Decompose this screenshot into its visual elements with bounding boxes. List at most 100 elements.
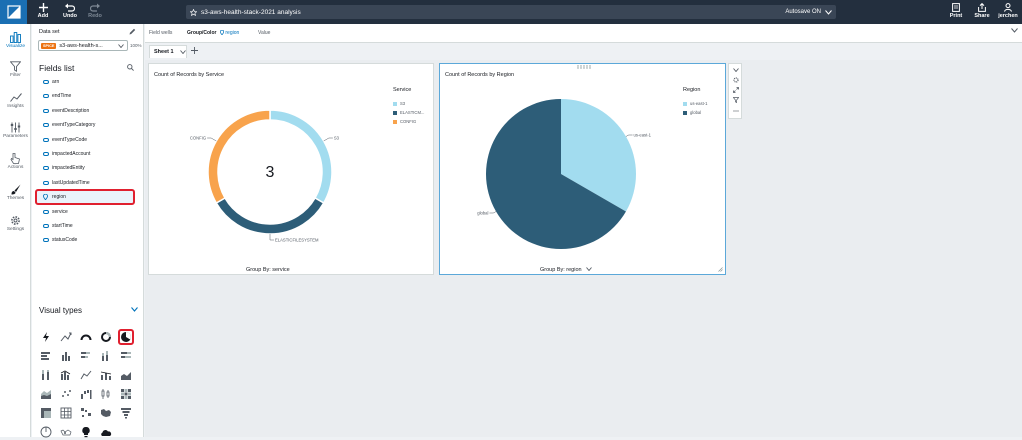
- field-item-statuscode[interactable]: statusCode: [43, 235, 133, 245]
- filter-visual-button[interactable]: [732, 96, 740, 104]
- add-sheet-button[interactable]: [191, 47, 198, 54]
- collapse-visual-button[interactable]: [732, 66, 740, 74]
- visual-type-histogram[interactable]: [38, 424, 54, 440]
- redo-button[interactable]: Redo: [83, 2, 107, 22]
- slice-label: S3: [334, 136, 340, 141]
- expand-field-wells-button[interactable]: [1011, 28, 1018, 33]
- field-wells-label[interactable]: Field wells: [149, 30, 173, 36]
- visual-more-options-button[interactable]: [732, 107, 740, 115]
- visual-type-gauge[interactable]: [78, 329, 94, 345]
- field-item-impactedentity[interactable]: impactedEntity: [43, 163, 133, 173]
- drag-handle-icon[interactable]: [577, 65, 591, 69]
- visual-type-clustered-combo[interactable]: [58, 367, 74, 383]
- visual-type-insight[interactable]: [78, 424, 94, 440]
- visual-type-kpi[interactable]: [58, 329, 74, 345]
- visual-type-horizontal-bar[interactable]: [38, 348, 54, 364]
- visual-records-by-service[interactable]: Count of Records by Service S3 ELASTICFIL…: [148, 63, 434, 275]
- rail-item-label: Parameters: [3, 134, 28, 139]
- visual-type-line[interactable]: [78, 367, 94, 383]
- slice-label-leader: [269, 234, 274, 241]
- pie-slice-us-east-1[interactable]: [561, 99, 636, 212]
- field-item-eventdescription[interactable]: eventDescription: [43, 106, 133, 116]
- field-item-lastupdatedtime[interactable]: lastUpdatedTime: [43, 178, 133, 188]
- pie-slice-global[interactable]: [486, 99, 626, 249]
- chevron-down-icon[interactable]: [179, 50, 186, 54]
- visual-type-pie[interactable]: [118, 329, 134, 345]
- visual-type-scatter[interactable]: [58, 386, 74, 402]
- star-icon[interactable]: [190, 8, 197, 16]
- visual-type-pivot-table[interactable]: [38, 405, 54, 421]
- visual-menu: [728, 63, 742, 119]
- visual-type-heat-map[interactable]: [118, 386, 134, 402]
- slice-label-leader: [323, 137, 333, 142]
- donut-slice-elasticfilesystem[interactable]: [215, 196, 325, 235]
- value-well-label[interactable]: Value: [258, 30, 271, 36]
- visual-type-donut[interactable]: [98, 329, 114, 345]
- rail-item-visualize[interactable]: Visualize: [0, 30, 31, 60]
- autosave-toggle[interactable]: Autosave ON: [785, 5, 832, 19]
- visual-type-autograph[interactable]: [38, 329, 54, 345]
- legend-item[interactable]: us-east-1: [683, 101, 707, 106]
- rail-item-filter[interactable]: Filter: [0, 59, 31, 89]
- user-menu-button[interactable]: jerchen: [996, 2, 1020, 22]
- legend-item[interactable]: global: [683, 110, 701, 115]
- rail-item-themes[interactable]: Themes: [0, 182, 31, 212]
- rail-item-actions[interactable]: Actions: [0, 151, 31, 181]
- field-item-impactedaccount[interactable]: impactedAccount: [43, 149, 133, 159]
- group-by-label[interactable]: Group By: service: [246, 267, 290, 273]
- donut-slice-config[interactable]: [207, 109, 271, 205]
- legend-item[interactable]: S3: [393, 101, 405, 106]
- format-visual-button[interactable]: [732, 76, 740, 84]
- dataset-select[interactable]: SPICE s3-aws-health-s...: [38, 40, 128, 51]
- visual-type-funnel[interactable]: [118, 405, 134, 421]
- field-item-starttime[interactable]: startTime: [43, 221, 133, 231]
- field-item-eventtypecategory[interactable]: eventTypeCategory: [43, 120, 133, 130]
- edit-dataset-button[interactable]: [129, 28, 136, 35]
- visual-type-vertical-100-bar[interactable]: [38, 367, 54, 383]
- visual-type-word-cloud[interactable]: [98, 424, 114, 440]
- legend-item[interactable]: CONFIG: [393, 119, 416, 124]
- quicksight-logo[interactable]: [0, 0, 27, 24]
- group-color-well-value[interactable]: region: [220, 30, 239, 36]
- donut-slice-s3[interactable]: [269, 109, 333, 205]
- add-button[interactable]: Add: [31, 2, 55, 22]
- visual-type-filled-map[interactable]: [98, 405, 114, 421]
- group-color-well-label[interactable]: Group/Color: [187, 30, 217, 36]
- collapse-visual-types-button[interactable]: [131, 307, 138, 312]
- undo-button[interactable]: Undo: [58, 2, 82, 22]
- rail-item-settings[interactable]: Settings: [0, 213, 31, 243]
- search-fields-button[interactable]: [127, 64, 134, 71]
- visual-type-tree-map[interactable]: [78, 405, 94, 421]
- legend-item[interactable]: ELASTICM...: [393, 110, 424, 115]
- tab-sheet-1[interactable]: Sheet 1: [149, 45, 187, 58]
- visual-type-vertical-bar[interactable]: [58, 348, 74, 364]
- print-button[interactable]: Print: [944, 2, 968, 22]
- visual-type-area[interactable]: [118, 367, 134, 383]
- visual-type-horizontal-stacked-bar[interactable]: [78, 348, 94, 364]
- field-item-service[interactable]: service: [43, 207, 133, 217]
- group-by-label[interactable]: Group By: region: [540, 267, 592, 273]
- analysis-title-box[interactable]: s3-aws-health-stack-2021 analysis Autosa…: [186, 5, 836, 19]
- visual-type-waterfall[interactable]: [78, 386, 94, 402]
- horizontal-bar-chart-icon: [41, 352, 50, 360]
- field-item-endtime[interactable]: endTime: [43, 91, 133, 101]
- maximize-visual-button[interactable]: [732, 86, 740, 94]
- resize-handle-icon[interactable]: [718, 267, 723, 272]
- visual-type-stacked-combo[interactable]: [98, 367, 114, 383]
- visual-type-horizontal-100-bar[interactable]: [118, 348, 134, 364]
- rail-item-parameters[interactable]: Parameters: [0, 120, 31, 150]
- chevron-down-icon: [118, 44, 124, 48]
- field-item-eventtypecode[interactable]: eventTypeCode: [43, 135, 133, 145]
- visual-type-stacked-area[interactable]: [38, 386, 54, 402]
- share-button[interactable]: Share: [970, 2, 994, 22]
- field-item-arn[interactable]: arn: [43, 77, 133, 87]
- group-color-value-text: region: [225, 30, 240, 36]
- visual-records-by-region[interactable]: Count of Records by Region us-east-1 glob…: [439, 63, 726, 275]
- rail-item-insights[interactable]: Insights: [0, 90, 31, 120]
- visual-type-table[interactable]: [58, 405, 74, 421]
- visual-type-box-plot[interactable]: [98, 386, 114, 402]
- visual-type-vertical-stacked-bar[interactable]: [98, 348, 114, 364]
- field-item-region[interactable]: region: [35, 189, 135, 206]
- visual-type-point-map[interactable]: [58, 424, 74, 440]
- rail-item-label: Filter: [10, 73, 21, 78]
